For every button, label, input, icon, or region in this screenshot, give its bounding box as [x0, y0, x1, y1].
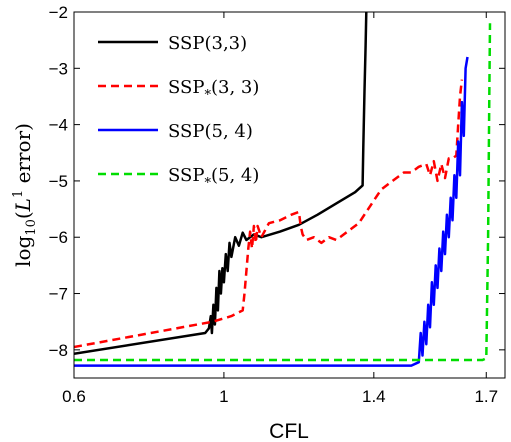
y-tick-label: −8 — [49, 341, 68, 360]
series-layer — [74, 12, 492, 367]
y-label-sub: 10 — [24, 219, 39, 236]
series-line-0 — [74, 12, 368, 356]
y-tick-label: −5 — [49, 172, 68, 191]
y-label-word: error) — [11, 123, 35, 190]
series-line-2 — [74, 56, 469, 367]
x-tick-label: 1.4 — [362, 387, 386, 406]
y-tick-label: −6 — [49, 228, 68, 247]
series-line-1 — [74, 79, 464, 349]
x-tick-label: 1.7 — [474, 387, 498, 406]
tick-layer: 0.6 1 1.4 1.7 −8 −7 −6 −5 −4 −3 −2 — [49, 3, 505, 406]
series-line-3 — [74, 23, 492, 362]
legend-label-3: SSP*(5, 4) — [168, 165, 259, 191]
y-tick-label: −4 — [49, 116, 68, 135]
y-axis-title: log10(L1 error) — [11, 123, 39, 267]
svg-text:log10(L1 error): log10(L1 error) — [11, 123, 39, 267]
y-label-sup: 1 — [11, 190, 26, 198]
legend-label-1: SSP*(3, 3) — [168, 77, 259, 103]
y-label-open: ( — [11, 211, 35, 219]
legend: SSP(3,3) SSP*(3, 3) SSP(5, 4) SSP*(5, 4) — [84, 18, 324, 208]
legend-label-2: SSP(5, 4) — [168, 121, 253, 142]
y-label-var: L — [11, 198, 35, 212]
x-axis-title: CFL — [269, 420, 309, 442]
x-tick-label: 1 — [219, 387, 228, 406]
legend-box — [84, 18, 324, 208]
x-tick-label: 0.6 — [62, 387, 86, 406]
y-tick-label: −7 — [49, 285, 68, 304]
y-tick-label: −3 — [49, 59, 68, 78]
legend-label-0: SSP(3,3) — [168, 33, 247, 54]
y-label-log: log — [11, 236, 35, 267]
plot-frame — [73, 11, 506, 379]
y-tick-label: −2 — [49, 3, 68, 22]
